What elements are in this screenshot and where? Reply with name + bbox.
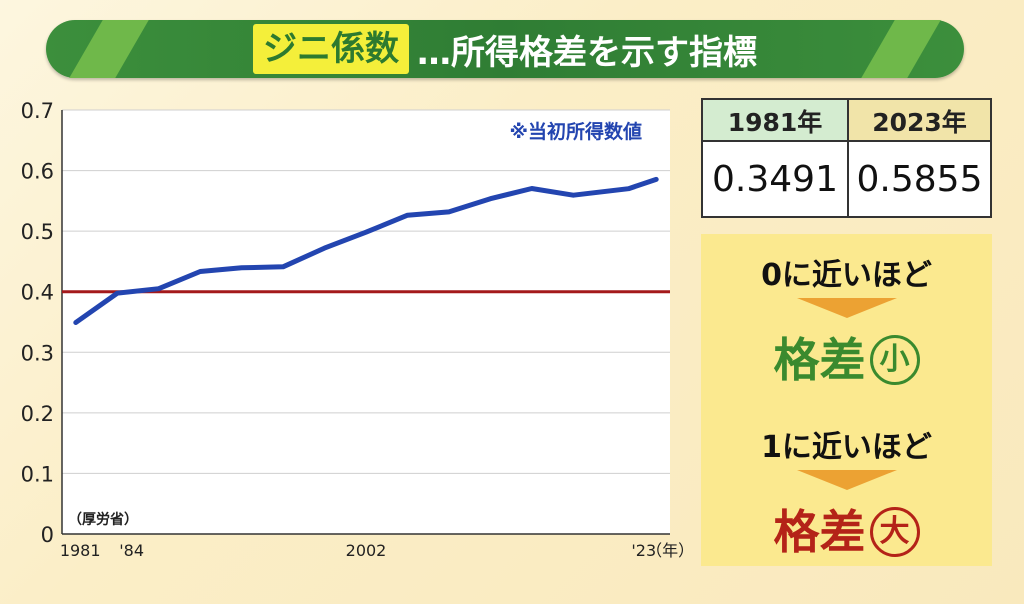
x-tick-label: （年） <box>646 541 690 560</box>
low-result: 格差小 <box>701 324 992 390</box>
arrow-down-icon <box>797 298 897 318</box>
y-tick-label: 0.7 <box>21 99 54 123</box>
note-text: ※当初所得数値 <box>510 120 642 143</box>
low-condition-text: 0に近いほど <box>761 258 932 293</box>
plot-area <box>62 110 670 534</box>
small-circle-mark: 小 <box>869 334 920 385</box>
high-result-text: 格差 <box>773 505 866 559</box>
y-tick-label: 0.4 <box>21 281 54 305</box>
y-tick-label: 0.6 <box>21 160 54 184</box>
y-tick-label: 0.2 <box>21 402 54 426</box>
table-header-1981: 1981年 <box>703 100 847 142</box>
high-result: 格差大 <box>701 496 992 562</box>
gini-value-table: 1981年 2023年 0.3491 0.5855 <box>701 98 992 218</box>
high-condition-text: 1に近いほど <box>761 430 932 465</box>
table-divider-horizontal <box>703 140 990 142</box>
table-value-2023: 0.5855 <box>856 158 983 200</box>
title-text: …所得格差を示す指標 <box>417 32 757 73</box>
y-tick-label: 0.3 <box>21 341 54 365</box>
arrow-down-icon <box>797 470 897 490</box>
gini-line-chart: 0 0.1 0.2 0.3 0.4 0.5 0.6 0.7 1981 '84 2002 '23（年） ※… <box>21 99 690 560</box>
y-tick-label: 0.5 <box>21 220 54 244</box>
title: ジニ係数 …所得格差を示す指標 <box>46 20 964 78</box>
x-tick-label: '23 <box>631 541 656 560</box>
title-banner: ジニ係数 …所得格差を示す指標 <box>46 20 964 78</box>
x-tick-label: 1981 <box>60 541 101 560</box>
source-text: （厚労省） <box>68 511 138 528</box>
table-header-2023: 2023年 <box>849 100 990 142</box>
x-tick-label: 2002 <box>346 541 387 560</box>
table-value-1981: 0.3491 <box>712 158 838 200</box>
y-tick-label: 0 <box>41 523 54 547</box>
large-circle-mark: 大 <box>869 506 920 557</box>
x-tick-label: '84 <box>119 541 144 560</box>
y-tick-label: 0.1 <box>21 462 54 486</box>
table-divider-vertical <box>847 100 849 216</box>
explanation-panel: 0に近いほど 格差小 1に近いほど 格差大 <box>701 234 992 566</box>
low-result-text: 格差 <box>773 333 866 387</box>
title-keyword: ジニ係数 <box>253 24 409 74</box>
